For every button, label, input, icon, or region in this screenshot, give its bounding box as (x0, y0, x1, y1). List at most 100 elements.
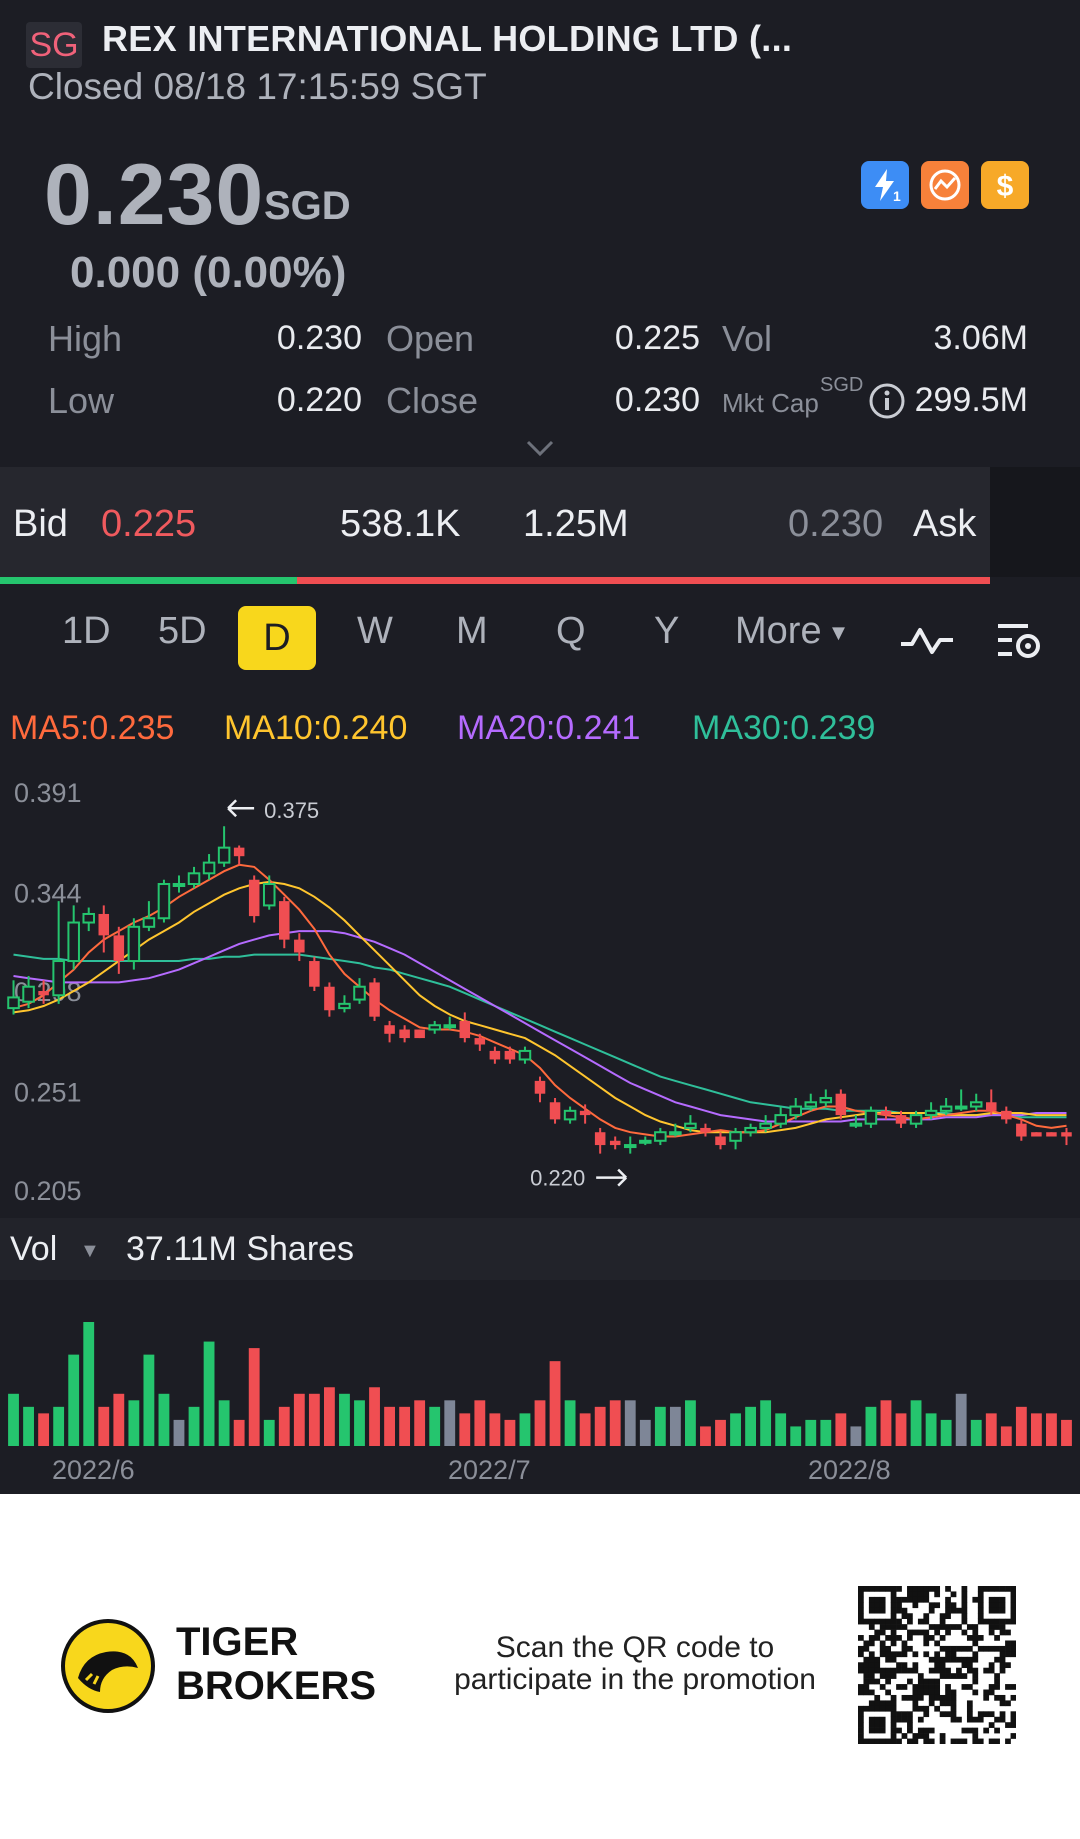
qr-module (923, 1613, 930, 1619)
qr-module (934, 1624, 941, 1630)
candle-body (1016, 1123, 1027, 1137)
dollar-icon[interactable]: $ (981, 161, 1029, 209)
qr-module (896, 1684, 902, 1690)
bid-ratio-fill (0, 577, 297, 584)
tab-more[interactable]: More ▼ (735, 610, 849, 653)
price-change: 0.000 (0.00%) (70, 248, 347, 297)
qr-module (863, 1673, 870, 1679)
stock-title[interactable]: REX INTERNATIONAL HOLDING LTD (... (102, 18, 793, 59)
qr-module (950, 1645, 957, 1652)
volume-label[interactable]: Vol (10, 1230, 58, 1268)
expand-chevron-icon[interactable] (524, 436, 556, 460)
volume-bar (790, 1426, 802, 1446)
bid-ask-ratio-bar (0, 577, 990, 584)
qr-module (988, 1738, 995, 1744)
tab-daily[interactable]: D (238, 606, 316, 670)
candle-body (233, 847, 245, 857)
qr-module (923, 1618, 930, 1625)
qr-module (901, 1645, 908, 1652)
qr-module (928, 1656, 935, 1663)
candle-body (353, 985, 366, 1001)
qr-module (956, 1645, 962, 1652)
qr-module (994, 1586, 1000, 1592)
candle-body (279, 901, 290, 940)
tab-weekly[interactable]: W (357, 610, 393, 652)
qr-module (999, 1711, 1006, 1718)
qr-module (977, 1596, 984, 1603)
qr-module (858, 1738, 864, 1744)
qr-module (945, 1607, 951, 1614)
qr-module (999, 1618, 1006, 1625)
qr-module (999, 1596, 1006, 1603)
qr-module (934, 1640, 941, 1647)
qr-module (896, 1602, 902, 1609)
candle-body (504, 1050, 516, 1060)
qr-module (945, 1613, 951, 1619)
tab-5d[interactable]: 5D (158, 610, 207, 652)
qr-module (928, 1694, 935, 1701)
flash-icon[interactable]: 1 (861, 161, 909, 209)
qr-module (858, 1635, 864, 1641)
qr-module (868, 1635, 875, 1641)
qr-module (885, 1624, 891, 1630)
qr-module (1010, 1711, 1016, 1718)
qr-module (890, 1624, 897, 1630)
candle-body (187, 872, 201, 886)
bid-ask-bar[interactable]: Bid 0.225 538.1K 1.25M 0.230 Ask (0, 467, 990, 577)
volume-bar (985, 1413, 997, 1446)
tab-yearly[interactable]: Y (654, 610, 680, 652)
qr-code[interactable] (858, 1586, 1016, 1744)
qr-module (945, 1656, 951, 1663)
qr-module (896, 1624, 902, 1630)
candle-body (819, 1096, 833, 1104)
tab-monthly[interactable]: M (456, 610, 488, 652)
qr-module (907, 1618, 913, 1625)
qr-module (966, 1645, 973, 1652)
high-marker-label: 0.375 (264, 798, 319, 823)
tab-1d[interactable]: 1D (62, 610, 111, 652)
volume-dropdown-icon[interactable]: ▼ (80, 1240, 100, 1262)
info-icon[interactable] (868, 382, 906, 420)
qr-module (950, 1738, 957, 1744)
chart-settings-icon[interactable] (996, 618, 1046, 662)
qr-module (896, 1596, 902, 1603)
ma5-line (13, 863, 1067, 1138)
qr-module (917, 1586, 924, 1592)
mktcap-unit: SGD (820, 374, 864, 396)
tab-quarterly[interactable]: Q (556, 610, 586, 652)
qr-module (999, 1624, 1006, 1630)
x-label-2022-7: 2022/7 (448, 1455, 531, 1485)
options-icon[interactable] (921, 161, 969, 209)
qr-module (999, 1667, 1006, 1674)
qr-module (874, 1662, 881, 1669)
volume-bar (549, 1361, 561, 1446)
qr-module (885, 1700, 891, 1707)
low-arrow-icon (596, 1168, 628, 1187)
qr-module (977, 1716, 984, 1723)
qr-module (994, 1738, 1000, 1744)
qr-module (885, 1673, 891, 1679)
more-caret-icon: ▼ (827, 619, 850, 645)
qr-module (934, 1656, 941, 1663)
volume-bar (158, 1393, 170, 1446)
qr-module (961, 1645, 968, 1652)
qr-module (1010, 1645, 1016, 1652)
qr-module (923, 1738, 930, 1744)
candle-body (849, 1122, 863, 1127)
qr-module (917, 1727, 924, 1734)
qr-module (879, 1596, 886, 1603)
qr-module (879, 1667, 886, 1674)
candle-body (835, 1093, 847, 1116)
qr-module (988, 1586, 995, 1592)
qr-module (896, 1711, 902, 1718)
qr-module (972, 1716, 979, 1723)
qr-module (917, 1678, 924, 1685)
volume-chart[interactable] (0, 1300, 1080, 1450)
qr-module (956, 1716, 962, 1723)
qr-module (988, 1618, 995, 1625)
candle-body (157, 883, 171, 920)
indicator-icon[interactable] (898, 620, 956, 660)
qr-module (928, 1624, 935, 1630)
qr-module (890, 1602, 897, 1609)
